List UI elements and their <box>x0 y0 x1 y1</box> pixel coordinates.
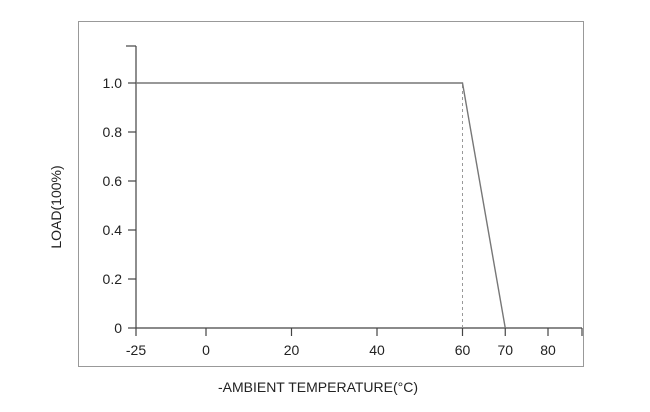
y-tick-label: 1.0 <box>103 75 123 91</box>
x-tick-label: 40 <box>369 342 385 358</box>
y-tick-label: 0.4 <box>103 222 123 238</box>
y-tick-label: 0.8 <box>103 124 123 140</box>
series-line <box>136 82 506 329</box>
y-tick-label: 0.6 <box>103 173 123 189</box>
x-tick-label: 60 <box>455 342 471 358</box>
y-axis-title: LOAD(100%) <box>48 165 64 248</box>
x-axis-ticks: -25 0 20 40 60 70 80 <box>126 328 556 358</box>
x-tick-label: 80 <box>540 342 556 358</box>
x-axis-title: -AMBIENT TEMPERATURE(°C) <box>218 379 418 395</box>
x-tick-label: 70 <box>497 342 513 358</box>
series-lines <box>136 82 506 329</box>
x-tick-label: 20 <box>284 342 300 358</box>
y-tick-label: 0.2 <box>103 271 123 287</box>
chart-frame <box>78 21 584 367</box>
y-axis-ticks: 0 0.2 0.4 0.6 0.8 1.0 <box>103 75 136 336</box>
x-tick-label: 0 <box>202 342 210 358</box>
x-tick-label: -25 <box>126 342 146 358</box>
y-tick-label: 0 <box>114 320 122 336</box>
